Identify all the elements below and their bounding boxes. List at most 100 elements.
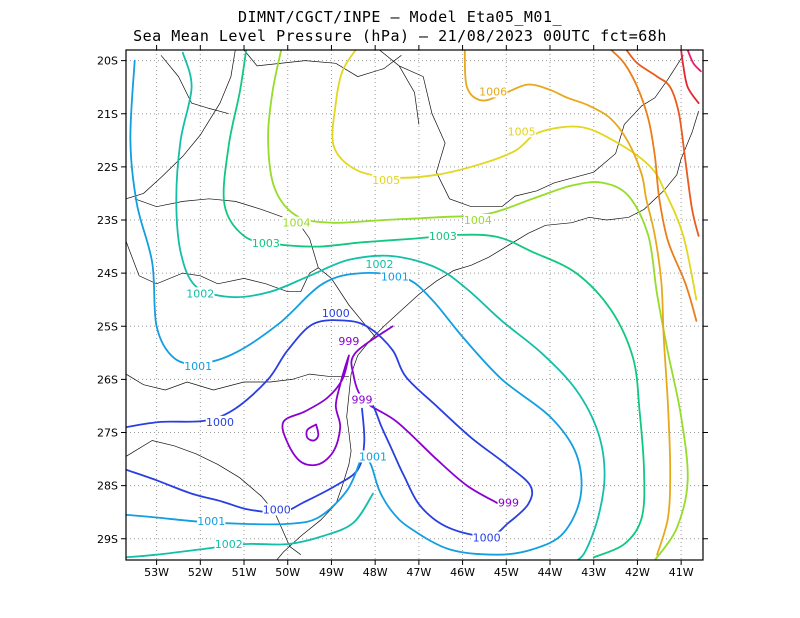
isobars <box>126 50 702 560</box>
x-tick-label: 41W <box>669 566 694 579</box>
contour-label-bg <box>183 360 213 373</box>
isobar-999 <box>305 423 320 442</box>
x-tick-label: 47W <box>406 566 431 579</box>
contour-label-bg <box>478 85 508 98</box>
contour-label-1006: 1006 <box>479 85 507 98</box>
contour-label-1002: 1002 <box>186 287 214 300</box>
state-border <box>126 50 236 200</box>
isobar-1007 <box>610 50 698 322</box>
isobar-1002 <box>126 492 374 559</box>
y-tick-label: 23S <box>97 214 118 227</box>
plot-frame <box>125 49 704 561</box>
contour-label-bg <box>205 415 235 428</box>
contour-label-bg <box>380 270 410 283</box>
x-tick-label: 45W <box>494 566 519 579</box>
contour-label-bg <box>321 306 351 319</box>
chart-title-line1: DIMNT/CGCT/INPE – Model Eta05_M01_ <box>237 8 563 26</box>
state-border <box>398 65 420 125</box>
contour-label-999: 999 <box>352 394 373 407</box>
contour-label-bg <box>214 538 243 551</box>
contour-label-1004: 1004 <box>464 214 492 227</box>
contour-label-bg <box>282 216 311 229</box>
isobar-999 <box>281 354 350 467</box>
x-tick-label: 50W <box>275 566 300 579</box>
isobar-1002 <box>175 51 606 560</box>
contour-label-999: 999 <box>338 335 359 348</box>
contour-label-1001: 1001 <box>359 450 387 463</box>
state-border <box>126 373 349 391</box>
contour-label-1002: 1002 <box>215 538 243 551</box>
x-tick-label: 49W <box>319 566 344 579</box>
state-border <box>243 50 402 77</box>
x-tick-label: 44W <box>538 566 563 579</box>
x-tick-label: 51W <box>232 566 257 579</box>
contour-label-999: 999 <box>498 497 519 510</box>
x-tick-label: 42W <box>625 566 650 579</box>
contour-label-1005: 1005 <box>508 125 536 138</box>
state-border <box>126 440 302 555</box>
contour-label-bg <box>371 174 401 187</box>
x-tick-label: 48W <box>363 566 388 579</box>
contour-label-bg <box>262 503 292 516</box>
contour-label-bg <box>197 515 226 528</box>
y-tick-label: 21S <box>97 108 118 121</box>
contour-label-bg <box>472 531 501 544</box>
x-tick-label: 52W <box>188 566 213 579</box>
contour-label-1003: 1003 <box>429 230 457 243</box>
y-tick-label: 25S <box>97 320 118 333</box>
isobar-1005 <box>331 50 698 301</box>
isobar-1000 <box>126 407 366 514</box>
contour-label-1000: 1000 <box>263 504 291 517</box>
contour-labels: 9999999991000100010001000100110011001100… <box>183 85 536 551</box>
contour-label-bg <box>338 335 360 348</box>
contour-label-bg <box>251 236 281 249</box>
chart-title-line2: Sea Mean Level Pressure (hPa) – 21/08/20… <box>133 27 667 45</box>
isobar-1009 <box>680 50 700 104</box>
x-axis-ticks: 53W 52W 51W 50W 49W 48W 47W 46W 45W 44W 43W 42W 41W <box>144 45 694 579</box>
lat-lon-gridlines <box>126 50 703 560</box>
isobar-1004 <box>267 50 689 560</box>
contour-label-1000: 1000 <box>206 416 234 429</box>
y-tick-label: 24S <box>97 267 118 280</box>
contour-label-bg <box>507 125 536 138</box>
isobar-1000 <box>126 319 534 538</box>
isobar-1001 <box>129 59 583 556</box>
coastline-path <box>276 110 699 560</box>
contour-label-1002: 1002 <box>366 258 394 271</box>
contour-label-bg <box>365 258 394 271</box>
contour-label-1003: 1003 <box>252 237 280 250</box>
isobar-1006 <box>463 50 672 556</box>
x-tick-label: 43W <box>581 566 606 579</box>
coastline <box>276 110 699 560</box>
x-tick-label: 53W <box>144 566 169 579</box>
isobar-1001 <box>126 460 361 526</box>
isobar-999 <box>350 325 499 505</box>
contour-label-1000: 1000 <box>473 532 501 545</box>
contour-label-bg <box>463 214 493 226</box>
contour-label-1000: 1000 <box>322 307 350 320</box>
contour-label-1001: 1001 <box>184 360 212 373</box>
contour-label-bg <box>186 287 215 300</box>
contour-label-1004: 1004 <box>282 217 310 230</box>
contour-label-1001: 1001 <box>381 270 409 283</box>
contour-label-bg <box>428 229 458 242</box>
contour-label-bg <box>497 496 520 509</box>
y-tick-label: 20S <box>97 55 118 68</box>
contour-label-1001: 1001 <box>197 515 225 528</box>
state-border <box>379 50 684 208</box>
y-tick-label: 29S <box>97 533 118 546</box>
isobar-1010 <box>686 50 702 73</box>
contour-label-bg <box>358 450 388 463</box>
isobar-1008 <box>625 50 700 237</box>
y-tick-label: 28S <box>97 480 118 493</box>
state-border <box>160 55 229 115</box>
y-axis-ticks: 20S 21S 22S 23S 24S 25S 26S 27S 28S 29S <box>97 55 708 546</box>
y-tick-label: 26S <box>97 373 118 386</box>
y-tick-label: 22S <box>97 161 118 174</box>
contour-label-bg <box>351 393 373 406</box>
isobar-1003 <box>222 50 646 559</box>
y-tick-label: 27S <box>97 427 118 440</box>
x-tick-label: 46W <box>450 566 475 579</box>
contour-label-1005: 1005 <box>372 174 400 187</box>
